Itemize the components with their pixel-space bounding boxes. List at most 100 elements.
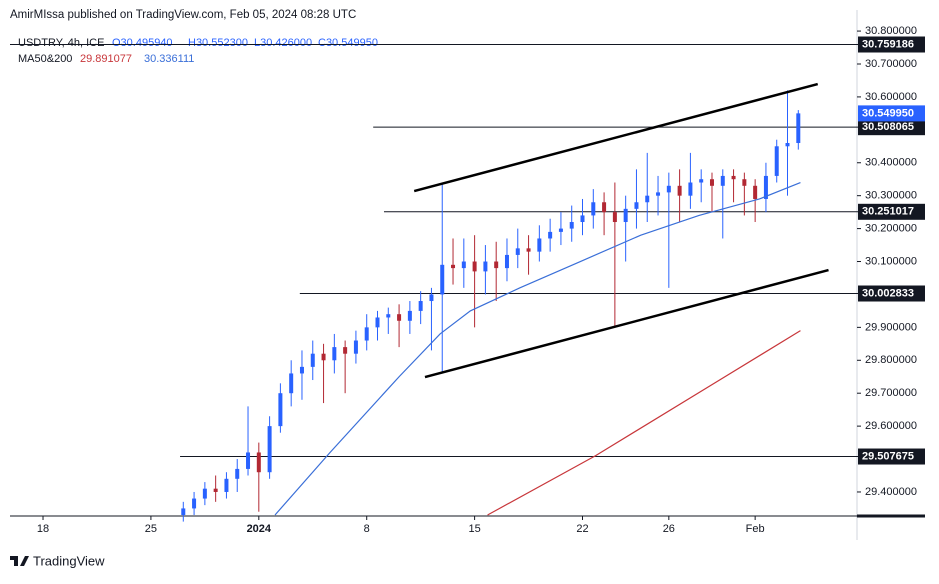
candle-body — [451, 264, 456, 269]
candle-body — [278, 393, 283, 427]
level-label: 30.251017 — [862, 206, 914, 218]
level-badge — [858, 285, 925, 302]
candle-body — [343, 347, 348, 354]
candle-body — [656, 192, 661, 196]
candle-body — [181, 508, 186, 516]
candle-body — [332, 347, 337, 361]
logo-mark — [10, 556, 29, 566]
candle-body — [235, 468, 240, 479]
candle-body — [461, 261, 466, 269]
moving-average — [274, 181, 801, 516]
logo-text: TradingView — [33, 553, 105, 568]
published-by: AmirMIssa published on TradingView.com, … — [10, 9, 356, 21]
x-tick-label: 26 — [663, 523, 675, 535]
y-tick-label: 30.100000 — [865, 255, 917, 267]
x-tick-label: 15 — [468, 523, 480, 535]
candle-body — [299, 366, 304, 374]
candle-body — [731, 175, 736, 180]
candle-body — [202, 488, 207, 499]
y-tick-label: 30.300000 — [865, 190, 917, 202]
candle-body — [289, 373, 294, 394]
candle-body — [440, 264, 445, 295]
legend-close: C30.549950 — [318, 37, 378, 49]
level-badge — [858, 36, 925, 53]
candle-body — [537, 238, 542, 252]
symbol: USDTRY, 4h, ICE — [18, 37, 104, 49]
candle-body — [375, 317, 380, 328]
y-tick-label: 29.800000 — [865, 354, 917, 366]
candle-body — [763, 175, 768, 199]
candle-body — [213, 488, 218, 492]
candle-body — [774, 146, 779, 176]
candle-body — [591, 202, 596, 216]
ma200-value: 29.891077 — [80, 53, 132, 65]
candle-body — [742, 179, 747, 186]
x-tick-label: 18 — [37, 523, 49, 535]
candle-body — [267, 426, 272, 473]
candle-body — [785, 143, 790, 147]
candle-body — [504, 254, 509, 269]
legend-high: H30.552300 — [188, 37, 248, 49]
candle-body — [688, 182, 693, 196]
candle-body — [256, 452, 261, 473]
y-tick-label: 30.700000 — [865, 58, 917, 70]
y-tick-label: 29.600000 — [865, 420, 917, 432]
level-label: 30.002833 — [862, 287, 914, 299]
candle-body — [483, 261, 488, 272]
candle-body — [386, 314, 391, 318]
candle-body — [429, 294, 434, 302]
candle-body — [677, 185, 682, 196]
candle-body — [796, 113, 801, 144]
candle-body — [753, 185, 758, 199]
candle-body — [418, 301, 423, 311]
candle-body — [192, 498, 197, 509]
candle-body — [472, 261, 477, 272]
candle-body — [699, 179, 704, 183]
level-badge — [858, 119, 925, 136]
candle-body — [548, 231, 553, 239]
ma-label: MA50&200 — [18, 53, 72, 65]
candle-body — [397, 314, 402, 321]
legend-open: O30.495940 — [112, 37, 173, 49]
x-tick-label: 25 — [145, 523, 157, 535]
candle-body — [602, 202, 607, 213]
candle-body — [321, 353, 326, 361]
candle-body — [526, 248, 531, 252]
candle-body — [246, 452, 251, 469]
candle-body — [569, 222, 574, 229]
candle-body — [310, 353, 315, 367]
x-tick-label: 22 — [576, 523, 588, 535]
y-tick-label: 29.700000 — [865, 387, 917, 399]
candle-body — [612, 212, 617, 223]
last-price-label: 30.549950 — [862, 107, 914, 119]
level-badge — [858, 448, 925, 465]
last-price-badge — [858, 105, 925, 122]
candle-body — [645, 195, 650, 203]
y-tick-label: 30.400000 — [865, 157, 917, 169]
y-tick-label: 30.800000 — [865, 25, 917, 37]
candle-body — [666, 185, 671, 193]
ma50-value: 30.336111 — [144, 53, 194, 65]
candle-body — [353, 340, 358, 354]
y-tick-label: 30.200000 — [865, 223, 917, 235]
candle-body — [515, 248, 520, 255]
x-tick-label: 8 — [364, 523, 370, 535]
level-label: 30.508065 — [862, 121, 914, 133]
x-tick-label: Feb — [746, 523, 765, 535]
y-tick-label: 30.600000 — [865, 91, 917, 103]
legend-low: L30.426000 — [254, 37, 312, 49]
logo: TradingView — [10, 553, 105, 568]
candle-body — [720, 175, 725, 186]
moving-average — [487, 330, 801, 516]
candle-body — [709, 179, 714, 186]
y-tick-label: 29.400000 — [865, 486, 917, 498]
candle-body — [580, 215, 585, 223]
level-label: 29.507675 — [862, 450, 914, 462]
level-badge — [858, 203, 925, 220]
x-tick-label: 2024 — [247, 523, 272, 535]
candle-body — [558, 228, 563, 232]
candle-body — [634, 202, 639, 209]
trend-line — [413, 82, 819, 193]
